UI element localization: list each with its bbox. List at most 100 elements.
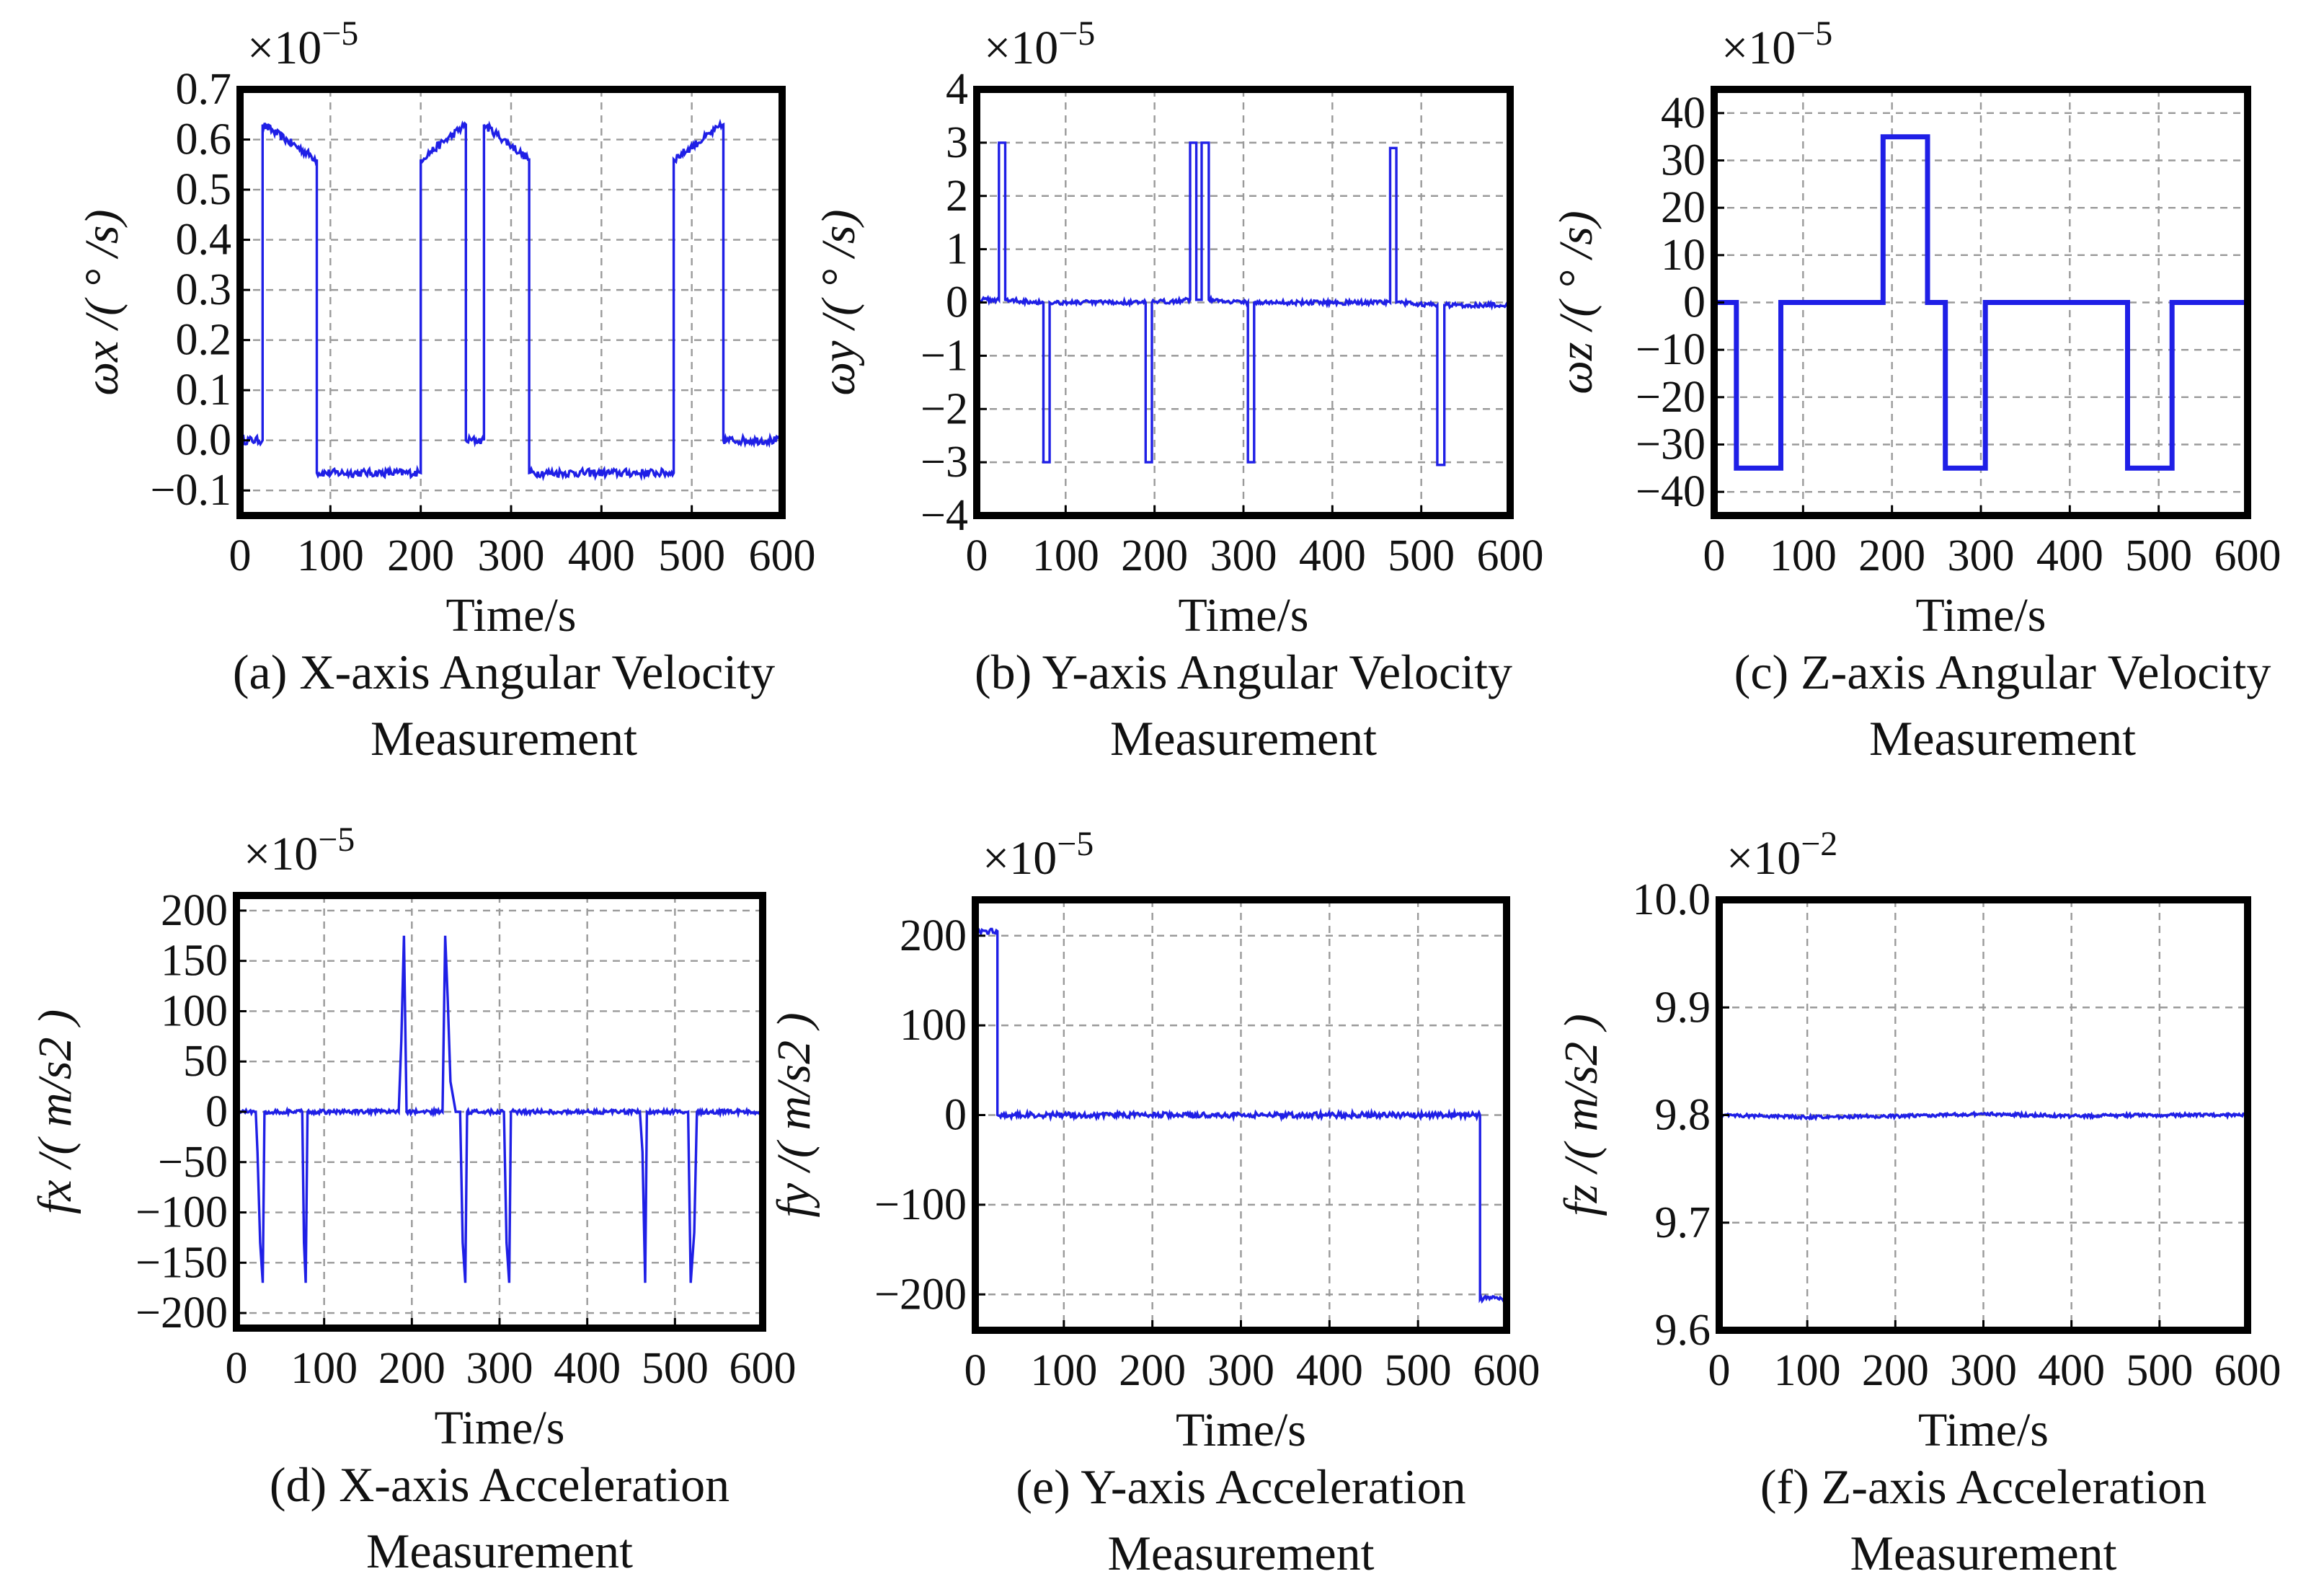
y-tick-label: −0.1 xyxy=(151,466,231,515)
y-tick-label: 0 xyxy=(205,1087,228,1136)
y-tick-label: 9.7 xyxy=(1655,1198,1711,1247)
y-tick-label: 0.4 xyxy=(176,216,232,265)
y-tick-label: 0.7 xyxy=(176,65,232,114)
x-axis-label: Time/s xyxy=(446,589,577,642)
y-tick-label: 0.0 xyxy=(176,416,232,465)
x-tick-label: 600 xyxy=(1473,1346,1540,1395)
series-line-d xyxy=(235,935,763,1283)
x-tick-label: 100 xyxy=(1030,1346,1097,1395)
y-tick-label: 3 xyxy=(946,118,968,167)
y-tick-label: −2 xyxy=(921,384,968,433)
multiplier-base: ×10 xyxy=(984,22,1058,74)
panel-a: 0 100 200 300 400 500 600−0.10.00.10.20.30.40.… xyxy=(76,14,816,766)
y-tick-label: −4 xyxy=(921,491,968,540)
y-tick-label: −100 xyxy=(874,1180,967,1229)
x-axis-label: Time/s xyxy=(1916,589,2046,642)
y-tick-label: 1 xyxy=(946,225,968,274)
panel-caption: (b) Y-axis Angular Velocity xyxy=(975,645,1512,699)
x-tick-label: 600 xyxy=(749,531,816,580)
y-tick-label: 200 xyxy=(900,911,967,960)
series-line-b xyxy=(975,141,1512,466)
multiplier-base: ×10 xyxy=(247,22,321,74)
axis-multiplier: ×10−5 xyxy=(247,14,358,74)
y-tick-label: 30 xyxy=(1661,136,1706,185)
y-tick-label: 0.3 xyxy=(176,265,232,314)
x-tick-label: 500 xyxy=(1388,531,1455,580)
x-tick-label: 200 xyxy=(1858,531,1925,580)
y-tick-label: −1 xyxy=(921,331,968,380)
y-tick-label: 9.8 xyxy=(1655,1091,1711,1140)
y-tick-label: 0 xyxy=(1683,278,1706,327)
series-line-a xyxy=(239,118,784,482)
x-axis-label: Time/s xyxy=(435,1402,565,1454)
x-tick-label: 200 xyxy=(1862,1346,1929,1395)
panel-e: 0 100 200 300 400 500 600 −200 −100 0 100 200 ×10−5 f… xyxy=(768,825,1540,1580)
panel-f: 0 100 200 300 400 500 600 9.6 9.7 9.8 9.9 10.0 ×10−2… xyxy=(1555,825,2281,1580)
x-tick-label: 300 xyxy=(466,1344,533,1393)
y-axis-label: ωz /( ° /s) xyxy=(1550,211,1602,394)
y-axis-label: fy /( m/s2 ) xyxy=(768,1012,820,1217)
y-axis-label: ωx /( ° /s) xyxy=(76,209,128,395)
x-axis-label: Time/s xyxy=(1918,1404,2049,1456)
y-tick-label: 0.5 xyxy=(176,165,232,214)
y-tick-label: 50 xyxy=(183,1037,228,1086)
x-tick-label: 100 xyxy=(290,1344,358,1393)
series-line-e xyxy=(974,927,1508,1305)
x-tick-label: 400 xyxy=(1299,531,1366,580)
multiplier-exponent: −5 xyxy=(318,821,355,859)
multiplier-base: ×10 xyxy=(983,832,1057,885)
x-tick-label: 100 xyxy=(1774,1346,1841,1395)
y-tick-label: 0.1 xyxy=(176,366,232,415)
x-tick-label: 500 xyxy=(2125,531,2192,580)
y-tick-label: −20 xyxy=(1636,373,1706,422)
x-tick-label: 500 xyxy=(1385,1346,1452,1395)
panel-caption: Measurement xyxy=(1107,1526,1374,1580)
axis-multiplier: ×10−5 xyxy=(984,14,1095,74)
y-tick-label: 9.6 xyxy=(1655,1306,1711,1355)
x-tick-label: 0 xyxy=(966,531,988,580)
y-tick-label: 200 xyxy=(161,886,228,935)
y-tick-label: −200 xyxy=(874,1270,967,1319)
x-axis-label: Time/s xyxy=(1179,589,1309,642)
multiplier-exponent: −5 xyxy=(1057,825,1094,863)
x-tick-label: 600 xyxy=(1477,531,1544,580)
x-tick-label: 0 xyxy=(226,1344,248,1393)
x-tick-label: 200 xyxy=(387,531,454,580)
panel-caption: Measurement xyxy=(1850,1526,2116,1580)
x-tick-label: 300 xyxy=(1207,1346,1274,1395)
panel-caption: Measurement xyxy=(1110,711,1377,766)
panel-caption: Measurement xyxy=(371,711,637,766)
multiplier-exponent: −5 xyxy=(1058,14,1095,53)
axis-multiplier: ×10−5 xyxy=(1721,14,1832,74)
x-axis-label: Time/s xyxy=(1176,1404,1306,1456)
y-tick-label: 40 xyxy=(1661,89,1706,138)
panel-b: 0 100 200 300 400 500 600−4−3−2−101234×10−5ωy … xyxy=(812,14,1544,766)
x-tick-label: 600 xyxy=(729,1344,797,1393)
y-axis-label: ωy /( ° /s) xyxy=(812,209,865,395)
y-tick-label: 100 xyxy=(900,1001,967,1050)
y-tick-label: 0.6 xyxy=(176,115,232,164)
multiplier-base: ×10 xyxy=(1721,22,1796,74)
x-tick-label: 400 xyxy=(2036,531,2103,580)
y-tick-label: 4 xyxy=(946,65,968,114)
y-axis-label: fx /( m/s2 ) xyxy=(29,1009,81,1214)
y-tick-label: 0.2 xyxy=(176,316,232,365)
panel-caption: (e) Y-axis Acceleration xyxy=(1016,1459,1465,1514)
panel-caption: (f) Z-axis Acceleration xyxy=(1760,1459,2207,1514)
panel-c: 0 100 200 300 400 500 600−40−30−20−10010203040… xyxy=(1550,14,2281,766)
x-tick-label: 0 xyxy=(229,531,252,580)
panel-caption: (d) X-axis Acceleration xyxy=(270,1457,729,1512)
x-tick-label: 100 xyxy=(1770,531,1837,580)
y-tick-label: 10 xyxy=(1661,231,1706,280)
y-tick-label: 9.9 xyxy=(1655,983,1711,1032)
x-tick-label: 100 xyxy=(1032,531,1099,580)
x-tick-label: 500 xyxy=(2126,1346,2193,1395)
panel-caption: (c) Z-axis Angular Velocity xyxy=(1734,645,2271,699)
x-tick-label: 400 xyxy=(568,531,635,580)
series-line-f xyxy=(1718,1110,2248,1122)
panel-d: 0 100 200 300 400 500 600−200−150−100−50050100… xyxy=(29,821,797,1578)
y-tick-label: −40 xyxy=(1636,467,1706,516)
multiplier-exponent: −5 xyxy=(321,14,358,53)
x-tick-label: 300 xyxy=(1950,1346,2017,1395)
